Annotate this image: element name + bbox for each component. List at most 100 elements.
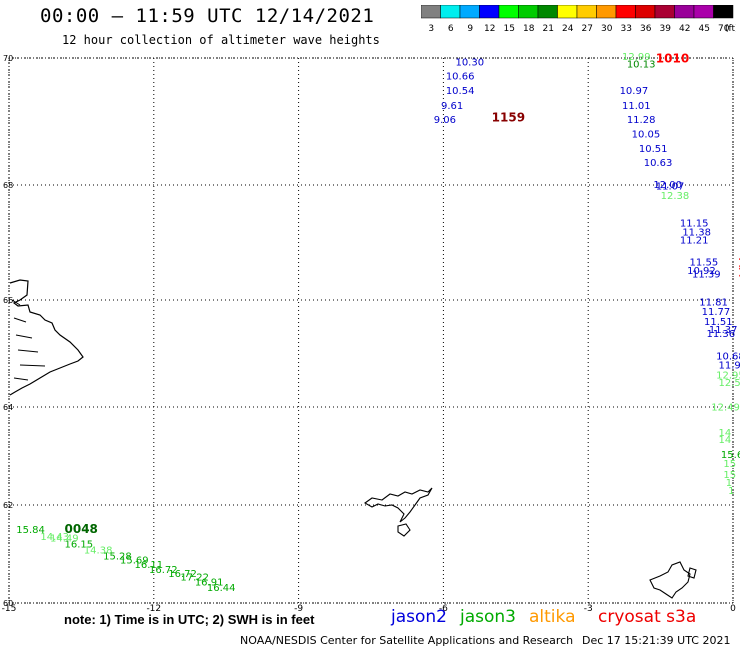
wave-height-label: 11.15	[680, 218, 709, 229]
legend-cryosat-s3a: cryosat s3a	[598, 607, 697, 627]
pass-time-label: 1010	[656, 51, 689, 65]
wave-height-label: 10.92	[687, 266, 716, 277]
wave-height-label: 16.91	[195, 577, 224, 588]
credit-line: NOAA/NESDIS Center for Satellite Applica…	[240, 634, 574, 647]
longitude-tick-label: 0	[730, 604, 736, 614]
wave-height-label: 11.01	[622, 101, 651, 112]
latitude-tick-label: 66	[3, 296, 13, 305]
latitude-tick-label: 68	[3, 181, 13, 190]
longitude-tick-label: -9	[294, 604, 303, 614]
wave-height-label: 12.58	[719, 378, 740, 389]
longitude-tick-label: -3	[584, 604, 593, 614]
wave-height-label: 11.07	[656, 182, 685, 193]
colorbar-tick-label: 12	[484, 24, 495, 34]
wave-height-label: 10.97	[620, 86, 649, 97]
wave-height-label: 11.36	[706, 329, 735, 340]
wave-height-label: 11.55	[690, 258, 719, 269]
wave-height-label: 15.28	[103, 551, 132, 562]
wave-height-label: 11.38	[682, 228, 711, 239]
legend-jason3: jason3	[460, 607, 516, 627]
pass-time-label: 1159	[492, 111, 525, 125]
wave-height-label: 10.05	[632, 129, 661, 140]
wave-height-label: 12.38	[661, 191, 690, 202]
faroe-islands	[363, 487, 433, 537]
wave-height-label: 14.43	[40, 532, 69, 543]
wave-height-label: 1	[726, 478, 732, 489]
wave-height-label: 12.49	[711, 402, 740, 413]
wave-height-label: 15.6	[721, 450, 740, 461]
longitude-tick-label: -6	[439, 604, 448, 614]
greenland-coastline	[9, 279, 84, 396]
wave-height-label: 16.15	[65, 540, 94, 551]
wave-height-label: 16.72	[168, 569, 197, 580]
wave-height-label: 1	[728, 486, 734, 497]
colorbar-tick-label: 42	[679, 24, 690, 34]
colorbar-tick-label: 33	[621, 24, 632, 34]
wave-height-label: 11.21	[680, 236, 709, 247]
generation-timestamp: Dec 17 15:21:39 UTC 2021	[582, 634, 731, 647]
wave-height-label: 11.81	[699, 297, 728, 308]
footnote: note: 1) Time is in UTC; 2) SWH is in fe…	[64, 612, 315, 627]
wave-height-label: 15	[723, 470, 736, 481]
wave-height-label: 14.38	[84, 546, 113, 557]
colorbar-tick-label: 24	[562, 24, 574, 34]
pass-time-label: 0048	[65, 522, 98, 536]
shetland-islands	[649, 561, 697, 599]
map-subtitle: 12 hour collection of altimeter wave hei…	[62, 33, 380, 47]
colorbar-tick-label: 3	[428, 24, 434, 34]
wave-height-label: 11.77	[702, 307, 731, 318]
wave-height-label: 14	[719, 428, 732, 439]
wave-height-label: 10.51	[639, 144, 668, 155]
wave-height-label: 15	[723, 459, 736, 470]
colorbar-tick-label: 6	[448, 24, 454, 34]
legend-jason2: jason2	[391, 607, 447, 627]
longitude-tick-label: -15	[2, 604, 17, 614]
wave-height-label: 10.13	[627, 60, 656, 71]
latitude-tick-label: 64	[3, 403, 13, 412]
wave-height-label: 15.84	[16, 525, 45, 536]
colorbar-tick-label: 70	[718, 24, 730, 34]
wave-height-label: 11.37	[709, 325, 738, 336]
pass-time-label: 101	[738, 265, 740, 279]
colorbar-tick-label: 15	[504, 24, 515, 34]
colorbar-swatch	[713, 5, 734, 19]
greenland-inlets	[11, 299, 46, 381]
wave-height-label: 15.69	[120, 555, 149, 566]
wave-height-label: 17.22	[180, 572, 209, 583]
pass-time-label: 101	[738, 256, 740, 270]
map-title: 00:00 – 11:59 UTC 12/14/2021	[40, 5, 375, 27]
wave-height-label: 12.95	[716, 371, 740, 382]
wave-height-label: 14	[719, 435, 732, 446]
wave-height-label: 10.63	[644, 158, 673, 169]
colorbar-unit: (ft)	[725, 24, 736, 34]
colorbar-tick-label: 39	[660, 24, 672, 34]
wave-height-label: 9.61	[441, 101, 463, 112]
wave-height-label: 9.06	[434, 115, 456, 126]
colorbar-tick-label: 21	[543, 24, 554, 34]
colorbar-tick-label: 30	[601, 24, 613, 34]
wave-height-label: 11.28	[627, 115, 656, 126]
colorbar-tick-label: 18	[523, 24, 535, 34]
colorbar-tick-label: 45	[699, 24, 710, 34]
wave-height-label: 16.11	[134, 560, 163, 571]
colorbar-tick-label: 27	[582, 24, 593, 34]
wave-height-label: 16.72	[149, 565, 178, 576]
wave-height-label: 14.49	[50, 533, 79, 544]
latitude-tick-label: 70	[3, 54, 13, 63]
latitude-tick-label: 62	[3, 501, 13, 510]
colorbar-tick-label: 9	[467, 24, 473, 34]
wave-height-label: 10.68	[716, 351, 740, 362]
legend-altika: altika	[529, 607, 576, 627]
wave-height-label: 11.95	[719, 360, 740, 371]
map-frame	[8, 57, 734, 604]
wave-height-label: 16.44	[207, 583, 236, 594]
wave-height-label: 10.66	[446, 72, 475, 83]
wave-height-label: 12.00	[653, 180, 682, 191]
graticule	[8, 57, 734, 604]
wave-height-label: 10.54	[446, 86, 475, 97]
latitude-tick-label: 60	[3, 599, 13, 608]
wave-height-label: 12.99	[622, 52, 651, 63]
colorbar-tick-label: 36	[640, 24, 652, 34]
